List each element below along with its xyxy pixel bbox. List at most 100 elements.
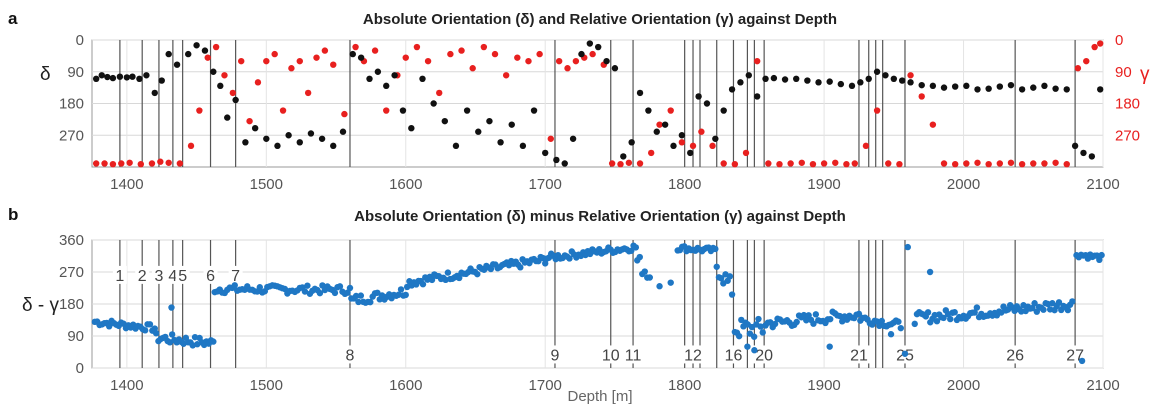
delta-point bbox=[762, 75, 769, 83]
gamma-point bbox=[118, 160, 125, 167]
difference-point bbox=[141, 327, 149, 334]
gamma-point bbox=[907, 72, 914, 79]
delta-point bbox=[985, 85, 992, 92]
delta-point bbox=[720, 107, 727, 114]
difference-point bbox=[301, 288, 309, 295]
panel-a-plot: 1400 1500 1600 1700 1800 1900 2000 210009018027… bbox=[40, 32, 1150, 193]
delta-point bbox=[1063, 86, 1070, 93]
delta-point bbox=[143, 72, 150, 79]
difference-point bbox=[924, 309, 932, 316]
gamma-point bbox=[1063, 160, 1070, 168]
delta-point bbox=[104, 73, 111, 81]
delta-point bbox=[793, 75, 800, 83]
boundary-label-bg bbox=[846, 345, 871, 364]
gamma-point bbox=[480, 43, 488, 51]
gamma-point bbox=[798, 159, 805, 166]
panel-b-y-tick: 360 bbox=[59, 232, 84, 249]
boundary-label: 1 bbox=[115, 268, 124, 285]
delta-point bbox=[940, 84, 948, 91]
boundary-label-bg bbox=[203, 265, 218, 284]
delta-point bbox=[670, 142, 677, 150]
gamma-point bbox=[352, 43, 359, 51]
panel-a-x-tick: 2100 bbox=[1086, 176, 1119, 193]
gamma-point bbox=[221, 72, 228, 79]
delta-point bbox=[865, 75, 872, 83]
delta-point bbox=[645, 107, 652, 114]
panel-a-y-tick-left: 180 bbox=[59, 96, 84, 113]
gamma-point bbox=[1052, 159, 1059, 166]
difference-point bbox=[728, 291, 736, 298]
difference-point bbox=[566, 255, 573, 262]
gamma-point bbox=[148, 160, 156, 167]
delta-point bbox=[116, 73, 124, 80]
panel-a-x-tick: 1900 bbox=[807, 176, 840, 193]
delta-point bbox=[974, 86, 981, 93]
delta-point bbox=[712, 135, 719, 142]
delta-point bbox=[678, 132, 686, 139]
gamma-point bbox=[940, 160, 948, 167]
delta-point bbox=[508, 121, 515, 128]
difference-point bbox=[750, 333, 758, 340]
gamma-point bbox=[843, 160, 850, 168]
delta-point bbox=[123, 74, 131, 81]
gamma-point bbox=[765, 160, 772, 167]
panel-a-y-label-right: γ bbox=[1140, 64, 1150, 85]
gamma-point bbox=[985, 160, 992, 168]
gamma-point bbox=[720, 160, 727, 167]
gamma-point bbox=[321, 47, 329, 54]
gamma-point bbox=[918, 93, 925, 100]
gamma-point bbox=[109, 160, 117, 168]
delta-point bbox=[636, 89, 644, 97]
gamma-point bbox=[753, 57, 761, 65]
gamma-point bbox=[229, 89, 237, 97]
delta-point bbox=[1030, 84, 1037, 91]
gamma-point bbox=[137, 160, 145, 168]
difference-point bbox=[744, 343, 751, 350]
delta-point bbox=[441, 117, 449, 125]
x-axis-label: Depth [m] bbox=[567, 388, 632, 405]
boundary-label-bg bbox=[228, 265, 243, 284]
difference-point bbox=[940, 314, 947, 322]
panel-a-y-tick-left: 270 bbox=[59, 127, 84, 144]
difference-point bbox=[367, 298, 374, 306]
delta-point bbox=[873, 68, 881, 75]
gamma-point bbox=[951, 160, 959, 168]
panel-b-x-tick: 1600 bbox=[389, 377, 422, 394]
difference-point bbox=[973, 304, 981, 311]
delta-point bbox=[318, 135, 326, 142]
delta-point bbox=[296, 139, 303, 146]
delta-point bbox=[703, 100, 711, 107]
panel-b-plot: 0 90 180 270 360 1400 1500 1600 1700 1800 1900 2000… bbox=[22, 232, 1120, 394]
delta-point bbox=[408, 124, 415, 132]
delta-point bbox=[628, 139, 635, 146]
difference-point bbox=[717, 274, 725, 282]
gamma-point bbox=[176, 160, 184, 167]
difference-point bbox=[876, 322, 883, 330]
gamma-point bbox=[212, 43, 220, 51]
delta-point bbox=[837, 80, 845, 88]
gamma-point bbox=[974, 159, 981, 166]
difference-point bbox=[517, 264, 524, 271]
gamma-point bbox=[1083, 57, 1090, 65]
delta-point bbox=[728, 86, 736, 93]
delta-point bbox=[129, 73, 136, 80]
gamma-point bbox=[101, 160, 108, 167]
delta-point bbox=[92, 75, 100, 83]
panel-a-y-tick-right: 0 bbox=[1115, 32, 1123, 49]
delta-point bbox=[611, 65, 619, 72]
boundary-label: 21 bbox=[850, 347, 868, 364]
delta-point bbox=[151, 89, 158, 97]
gamma-point bbox=[809, 160, 817, 168]
gamma-point bbox=[296, 57, 303, 65]
delta-point bbox=[193, 42, 200, 49]
gamma-point bbox=[92, 160, 100, 167]
panel-a-y-tick-right: 90 bbox=[1115, 64, 1132, 81]
delta-point bbox=[285, 132, 292, 139]
gamma-point bbox=[341, 110, 348, 118]
gamma-point bbox=[263, 57, 270, 65]
gamma-point bbox=[383, 107, 390, 114]
delta-point bbox=[781, 76, 789, 83]
gamma-point bbox=[647, 149, 655, 157]
difference-point bbox=[1029, 304, 1036, 312]
